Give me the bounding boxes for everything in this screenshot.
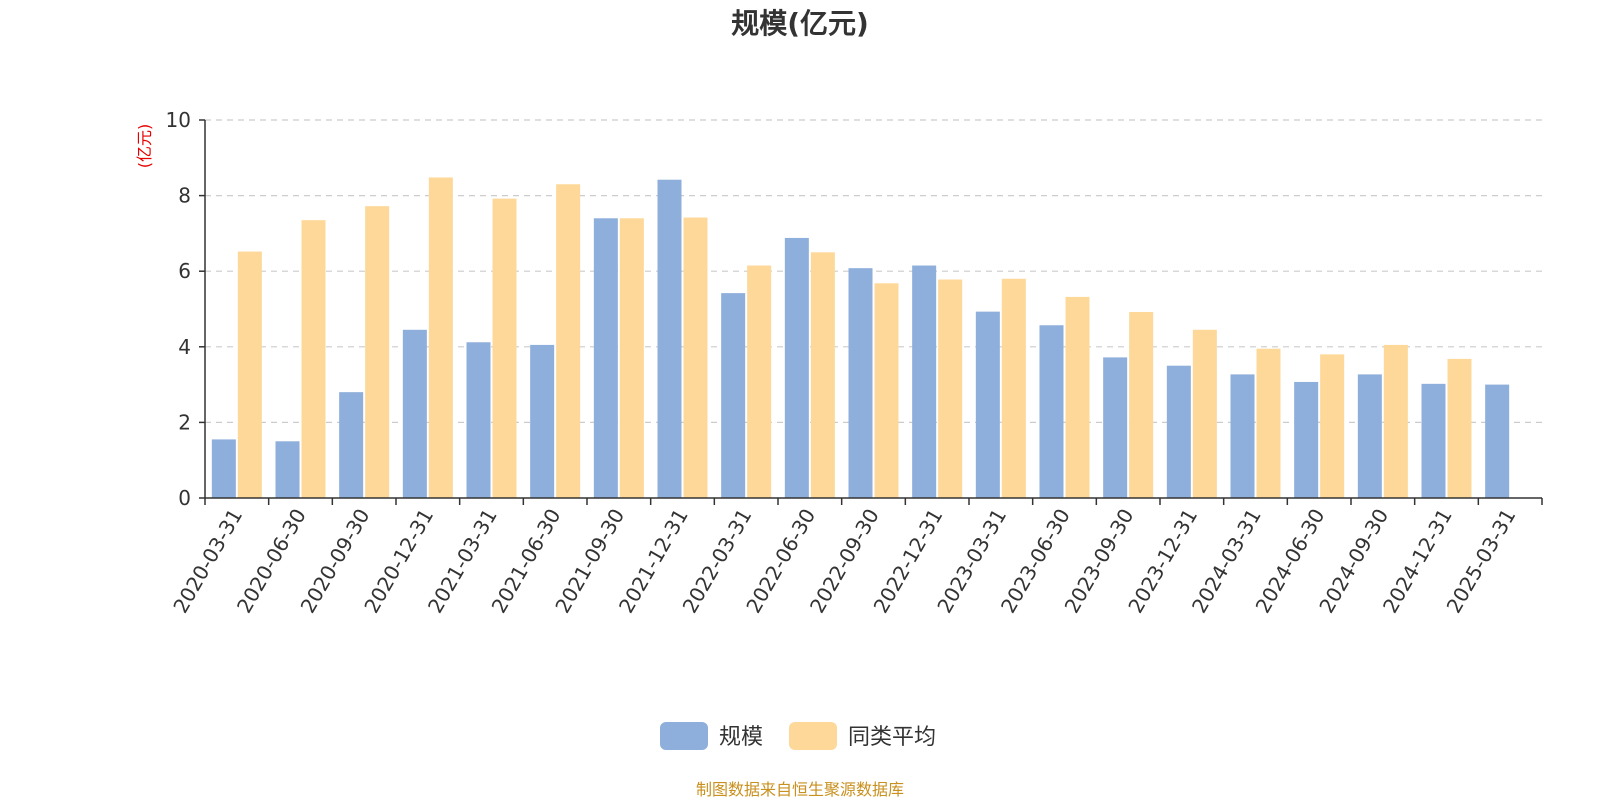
bar-scale[interactable] xyxy=(466,342,491,498)
bar-scale[interactable] xyxy=(1485,384,1510,498)
bar-peer-average[interactable] xyxy=(810,252,835,498)
bar-scale[interactable] xyxy=(1230,374,1255,498)
y-tick-label: 8 xyxy=(178,184,191,208)
bar-scale[interactable] xyxy=(784,237,809,498)
bar-peer-average[interactable] xyxy=(1447,358,1472,498)
y-axis-unit-label: (亿元) xyxy=(135,124,154,169)
bar-scale[interactable] xyxy=(721,293,746,498)
legend[interactable]: 规模 同类平均 xyxy=(660,722,936,750)
legend-item-scale[interactable]: 规模 xyxy=(660,722,763,750)
bar-scale[interactable] xyxy=(1166,365,1191,498)
legend-item-peer-average[interactable]: 同类平均 xyxy=(789,722,936,750)
bar-scale[interactable] xyxy=(339,392,364,498)
bar-peer-average[interactable] xyxy=(938,279,963,498)
bar-peer-average[interactable] xyxy=(1065,296,1090,498)
bar-peer-average[interactable] xyxy=(1256,348,1281,498)
legend-swatch xyxy=(660,722,708,750)
bar-scale[interactable] xyxy=(1103,357,1128,498)
legend-label: 规模 xyxy=(719,725,763,750)
bar-peer-average[interactable] xyxy=(1129,312,1154,498)
bar-peer-average[interactable] xyxy=(492,198,517,498)
bar-peer-average[interactable] xyxy=(683,217,708,499)
bar-scale[interactable] xyxy=(530,344,555,498)
y-tick-label: 10 xyxy=(166,108,191,132)
y-tick-label: 4 xyxy=(178,335,191,359)
bar-peer-average[interactable] xyxy=(1320,354,1345,498)
chart-title: 规模(亿元) xyxy=(731,7,869,40)
bar-scale[interactable] xyxy=(848,268,873,498)
bar-peer-average[interactable] xyxy=(365,206,390,498)
bar-peer-average[interactable] xyxy=(1383,344,1408,498)
bar-scale[interactable] xyxy=(1294,381,1319,498)
bar-scale[interactable] xyxy=(211,439,236,498)
bar-peer-average[interactable] xyxy=(747,265,772,498)
bar-peer-average[interactable] xyxy=(1001,278,1026,498)
bars xyxy=(211,177,1510,499)
bar-scale[interactable] xyxy=(1039,325,1064,498)
bar-peer-average[interactable] xyxy=(428,177,453,498)
bar-scale[interactable] xyxy=(1357,374,1382,498)
bar-scale[interactable] xyxy=(402,329,427,498)
y-axis: 0 2 4 6 8 10 xyxy=(166,108,206,510)
bar-peer-average[interactable] xyxy=(556,184,581,498)
legend-swatch xyxy=(789,722,837,750)
bar-peer-average[interactable] xyxy=(237,251,262,498)
data-source-label: 制图数据来自恒生聚源数据库 xyxy=(696,780,904,799)
bar-scale[interactable] xyxy=(593,218,618,498)
bar-scale[interactable] xyxy=(912,265,937,498)
bar-scale[interactable] xyxy=(975,311,1000,498)
bar-scale[interactable] xyxy=(275,441,300,498)
bar-scale[interactable] xyxy=(1421,383,1446,498)
y-tick-label: 2 xyxy=(178,410,191,434)
y-tick-label: 0 xyxy=(178,486,191,510)
bar-peer-average[interactable] xyxy=(619,218,644,498)
x-axis: 2020-03-312020-06-302020-09-302020-12-31… xyxy=(168,497,1543,617)
y-tick-label: 6 xyxy=(178,259,191,283)
legend-label: 同类平均 xyxy=(848,725,936,750)
bar-peer-average[interactable] xyxy=(301,220,326,499)
bar-scale[interactable] xyxy=(657,179,682,498)
bar-peer-average[interactable] xyxy=(1192,329,1217,498)
grid-lines xyxy=(205,119,1542,423)
bar-peer-average[interactable] xyxy=(874,283,899,498)
